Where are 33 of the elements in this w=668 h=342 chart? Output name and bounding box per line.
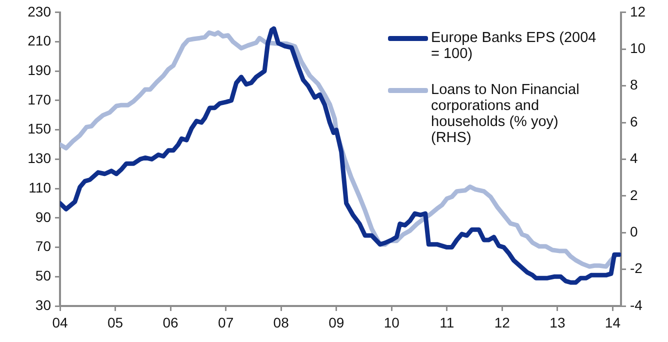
y-tick-label: 130 xyxy=(28,150,52,166)
x-tick-label: 10 xyxy=(384,314,400,330)
y-tick-label: 230 xyxy=(28,3,52,20)
x-tick-label: 05 xyxy=(107,314,124,330)
x-tick-label: 09 xyxy=(328,314,344,330)
y2-tick-label: 10 xyxy=(630,40,646,56)
x-tick-label: 06 xyxy=(162,314,179,330)
legend-label: Europe Banks EPS (2004 = 100) xyxy=(431,30,598,62)
y2-tick-label: 2 xyxy=(630,186,638,203)
y-tick-label: 210 xyxy=(28,32,52,49)
x-tick-label: 08 xyxy=(273,314,290,330)
y2-tick-label: 8 xyxy=(630,76,638,93)
y2-tick-label: -2 xyxy=(630,260,643,276)
y2-tick-label: 0 xyxy=(630,223,638,240)
x-tick-label: 13 xyxy=(550,314,566,330)
x-tick-label: 07 xyxy=(218,314,234,330)
y-tick-label: 30 xyxy=(35,296,52,313)
x-tick-label: 12 xyxy=(494,314,510,330)
legend-label: Loans to Non Financial corporations and households (% yoy) (RHS) xyxy=(431,82,580,146)
y-tick-label: 70 xyxy=(35,238,52,254)
y-tick-label: 150 xyxy=(28,120,52,137)
y-tick-label: 110 xyxy=(28,179,52,196)
y2-tick-label: 4 xyxy=(630,150,638,166)
y-tick-label: 50 xyxy=(35,268,52,284)
y2-tick-label: 12 xyxy=(630,3,646,20)
y-tick-label: 90 xyxy=(35,208,52,225)
x-tick-label: 04 xyxy=(52,314,68,330)
y-tick-label: 190 xyxy=(28,62,52,78)
x-tick-label: 14 xyxy=(604,314,621,330)
y2-tick-label: -4 xyxy=(630,296,643,313)
y2-tick-label: 6 xyxy=(630,113,638,130)
y-tick-label: 170 xyxy=(28,91,52,108)
x-tick-label: 11 xyxy=(440,314,454,330)
